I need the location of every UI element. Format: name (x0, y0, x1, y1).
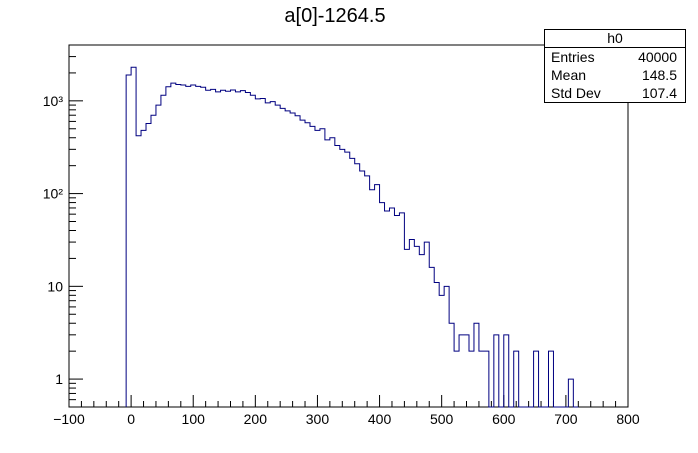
x-tick-label: 0 (127, 411, 135, 427)
plot-frame (68, 44, 629, 408)
x-tick-label: 200 (244, 411, 268, 427)
x-tick-label: 100 (182, 411, 206, 427)
x-axis: −100 0 100 200 300 400 500 600 700 800 (53, 395, 640, 427)
stats-row-mean: Mean 148.5 (545, 66, 685, 84)
std-value: 107.4 (641, 85, 677, 101)
chart-title: a[0]-1264.5 (284, 5, 385, 27)
stats-row-entries: Entries 40000 (545, 48, 685, 66)
y-tick-label: 1 (55, 371, 63, 387)
stats-box: h0 Entries 40000 Mean 148.5 Std Dev 107.… (544, 29, 686, 103)
stats-title: h0 (545, 30, 685, 48)
x-tick-label: 600 (492, 411, 516, 427)
y-tick-label: 10³ (43, 93, 64, 109)
x-tick-label: 500 (430, 411, 454, 427)
mean-value: 148.5 (641, 67, 677, 83)
x-tick-label: 300 (306, 411, 330, 427)
x-tick-label: −100 (53, 411, 85, 427)
y-tick-label: 10² (43, 186, 64, 202)
y-tick-label: 10 (47, 278, 63, 294)
histogram-line (125, 66, 579, 408)
x-tick-label: 700 (554, 411, 578, 427)
y-axis: 1 10 10² 10³ (43, 44, 83, 408)
entries-label: Entries (551, 49, 595, 65)
x-tick-label: 800 (616, 411, 640, 427)
mean-label: Mean (551, 67, 587, 83)
stats-row-std: Std Dev 107.4 (545, 84, 685, 102)
entries-value: 40000 (638, 49, 677, 65)
std-label: Std Dev (551, 85, 601, 101)
x-tick-label: 400 (368, 411, 392, 427)
